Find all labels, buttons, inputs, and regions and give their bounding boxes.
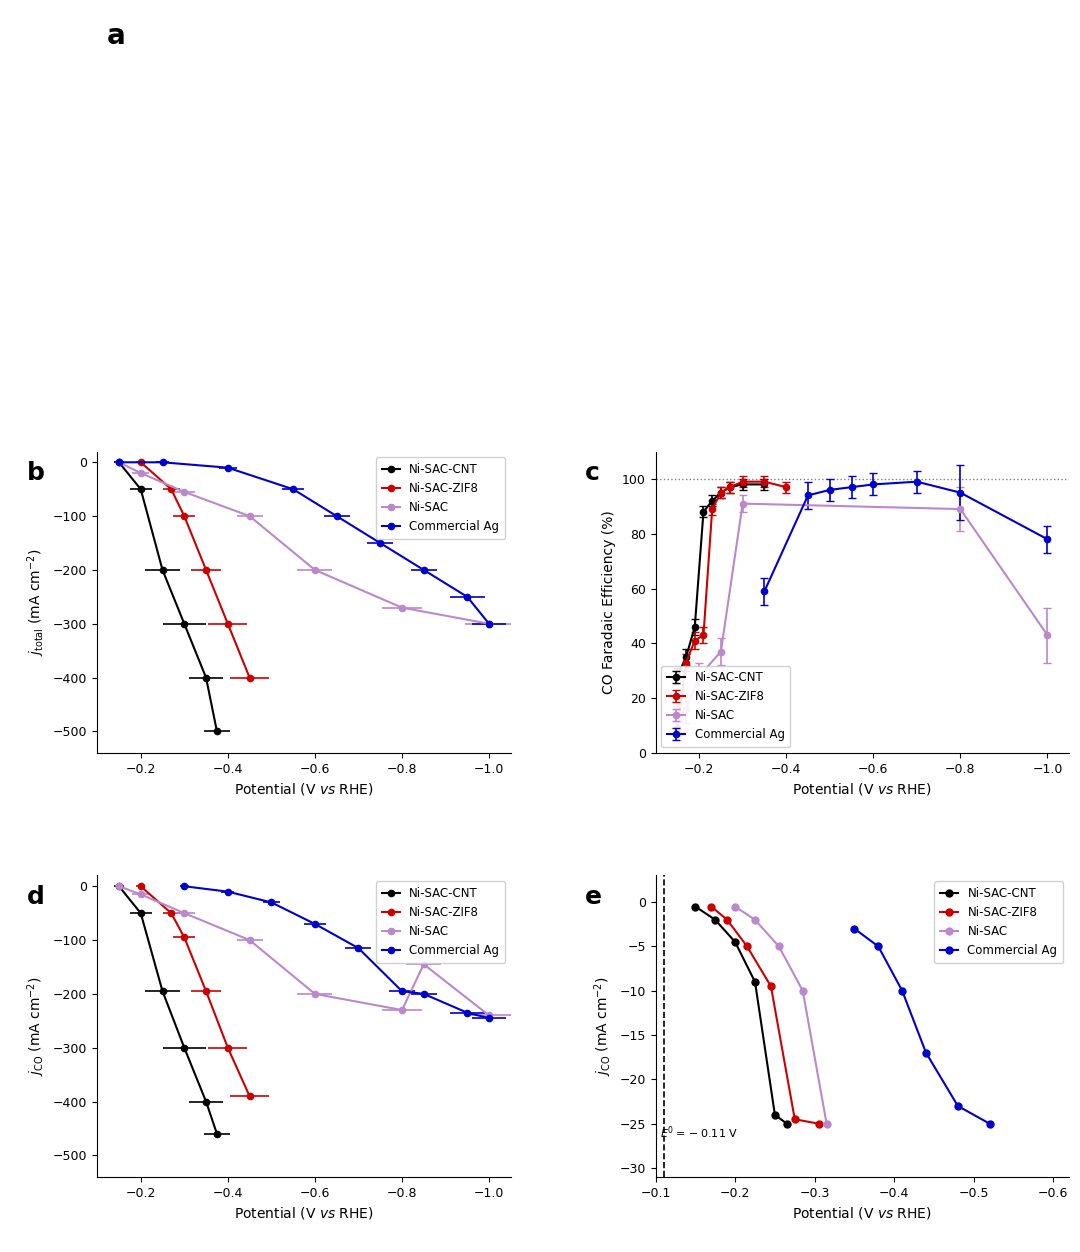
Ni-SAC-CNT: [708, 913, 721, 928]
Legend: Ni-SAC-CNT, Ni-SAC-ZIF8, Ni-SAC, Commercial Ag: Ni-SAC-CNT, Ni-SAC-ZIF8, Ni-SAC, Commerc…: [661, 666, 791, 747]
Ni-SAC-ZIF8: [788, 1112, 801, 1127]
Y-axis label: CO Faradaic Efficiency (%): CO Faradaic Efficiency (%): [603, 511, 617, 694]
Commercial Ag: [951, 1098, 964, 1113]
Line: Ni-SAC-CNT: Ni-SAC-CNT: [692, 903, 791, 1127]
Ni-SAC-CNT: [781, 1117, 794, 1132]
Ni-SAC: [820, 1117, 833, 1132]
Ni-SAC-ZIF8: [741, 939, 754, 954]
Ni-SAC-ZIF8: [705, 899, 718, 914]
Commercial Ag: [848, 921, 861, 936]
Line: Ni-SAC: Ni-SAC: [731, 903, 831, 1127]
Text: d: d: [27, 884, 44, 909]
Text: c: c: [585, 461, 600, 485]
Text: b: b: [27, 461, 44, 485]
Line: Ni-SAC-ZIF8: Ni-SAC-ZIF8: [707, 903, 822, 1127]
X-axis label: Potential (V $vs$ RHE): Potential (V $vs$ RHE): [234, 1206, 374, 1221]
Legend: Ni-SAC-CNT, Ni-SAC-ZIF8, Ni-SAC, Commercial Ag: Ni-SAC-CNT, Ni-SAC-ZIF8, Ni-SAC, Commerc…: [376, 457, 505, 538]
Ni-SAC: [772, 939, 785, 954]
X-axis label: Potential (V $vs$ RHE): Potential (V $vs$ RHE): [793, 1206, 932, 1221]
Commercial Ag: [895, 983, 908, 998]
Commercial Ag: [919, 1045, 932, 1060]
Ni-SAC-ZIF8: [765, 979, 778, 994]
Y-axis label: $j_\mathrm{total}$ (mA cm$^{-2}$): $j_\mathrm{total}$ (mA cm$^{-2}$): [26, 548, 48, 656]
Text: a: a: [107, 23, 125, 50]
X-axis label: Potential (V $vs$ RHE): Potential (V $vs$ RHE): [234, 781, 374, 798]
Line: Commercial Ag: Commercial Ag: [851, 925, 994, 1127]
Ni-SAC-CNT: [689, 899, 702, 914]
Commercial Ag: [872, 939, 885, 954]
Ni-SAC: [729, 899, 742, 914]
Ni-SAC-ZIF8: [720, 913, 733, 928]
Y-axis label: $j_\mathrm{CO}$ (mA cm$^{-2}$): $j_\mathrm{CO}$ (mA cm$^{-2}$): [26, 977, 48, 1075]
Commercial Ag: [983, 1117, 996, 1132]
X-axis label: Potential (V $vs$ RHE): Potential (V $vs$ RHE): [793, 781, 932, 798]
Ni-SAC: [796, 983, 809, 998]
Legend: Ni-SAC-CNT, Ni-SAC-ZIF8, Ni-SAC, Commercial Ag: Ni-SAC-CNT, Ni-SAC-ZIF8, Ni-SAC, Commerc…: [376, 881, 505, 963]
Ni-SAC-CNT: [748, 974, 761, 989]
Text: e: e: [585, 884, 603, 909]
Ni-SAC-ZIF8: [812, 1117, 825, 1132]
Y-axis label: $j_\mathrm{CO}$ (mA cm$^{-2}$): $j_\mathrm{CO}$ (mA cm$^{-2}$): [592, 977, 613, 1075]
Legend: Ni-SAC-CNT, Ni-SAC-ZIF8, Ni-SAC, Commercial Ag: Ni-SAC-CNT, Ni-SAC-ZIF8, Ni-SAC, Commerc…: [934, 881, 1064, 963]
Text: $E^0 = -0.11$ V: $E^0 = -0.11$ V: [660, 1124, 738, 1142]
Ni-SAC-CNT: [768, 1107, 781, 1122]
Ni-SAC: [748, 913, 761, 928]
Ni-SAC-CNT: [729, 934, 742, 949]
